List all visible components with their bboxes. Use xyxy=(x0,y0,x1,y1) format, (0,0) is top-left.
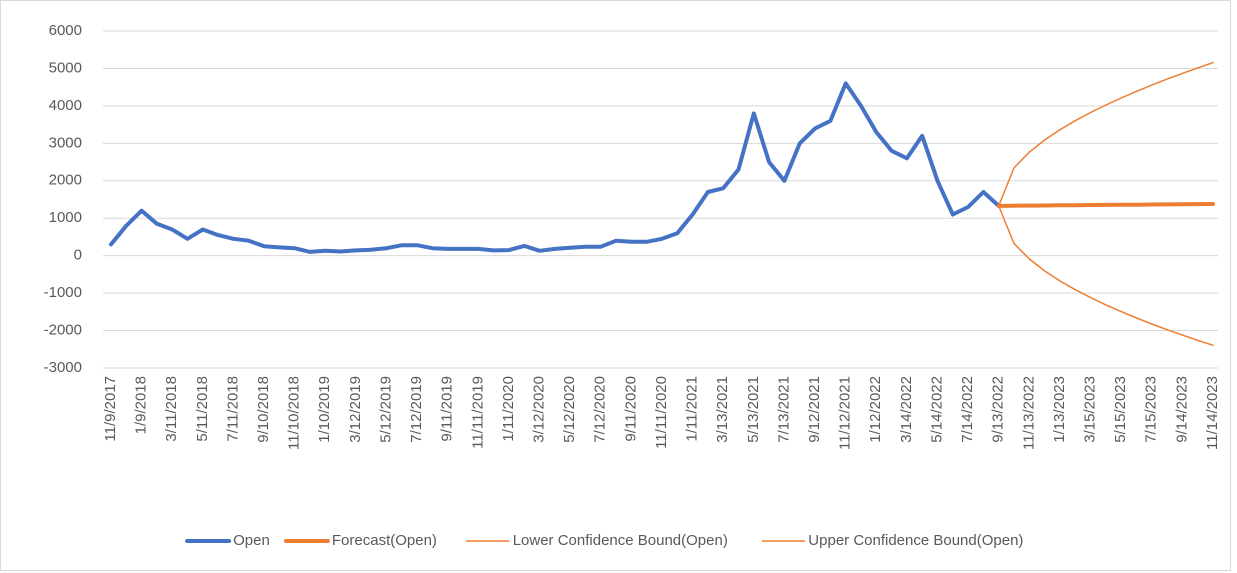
series-line xyxy=(996,202,1215,208)
x-tick-label: 1/11/2021 xyxy=(684,376,701,442)
x-tick-label: 7/11/2018 xyxy=(224,376,241,442)
x-tick-label: 7/12/2020 xyxy=(592,376,609,443)
x-tick-label: 3/12/2020 xyxy=(531,376,548,443)
legend-label: Open xyxy=(233,532,270,549)
x-tick-label: 11/12/2021 xyxy=(837,376,854,450)
x-tick-label: 5/12/2020 xyxy=(561,376,578,443)
y-tick-label: 3000 xyxy=(49,134,82,151)
x-tick-label: 9/11/2020 xyxy=(622,376,639,442)
x-tick-label: 11/11/2019 xyxy=(469,376,486,449)
x-tick-label: 11/10/2018 xyxy=(286,376,303,450)
x-tick-label: 5/13/2021 xyxy=(745,376,762,443)
x-tick-label: 11/13/2022 xyxy=(1020,376,1037,450)
y-tick-label: -1000 xyxy=(44,284,82,301)
y-tick-label: 1000 xyxy=(49,209,82,226)
x-tick-label: 7/14/2022 xyxy=(959,376,976,443)
x-tick-label: 3/15/2023 xyxy=(1082,376,1099,443)
x-tick-label: 9/14/2023 xyxy=(1173,376,1190,443)
y-tick-label: 4000 xyxy=(49,97,82,114)
y-tick-label: 6000 xyxy=(49,22,82,39)
y-tick-label: -3000 xyxy=(44,359,82,376)
x-tick-label: 1/10/2019 xyxy=(316,376,333,443)
x-tick-label: 3/14/2022 xyxy=(898,376,915,443)
series-line xyxy=(109,81,1001,254)
legend-label: Lower Confidence Bound(Open) xyxy=(513,532,728,549)
legend-label: Forecast(Open) xyxy=(332,532,437,549)
x-tick-label: 9/11/2019 xyxy=(439,376,456,442)
x-tick-label: 11/9/2017 xyxy=(102,376,119,442)
x-tick-label: 3/11/2018 xyxy=(163,376,180,442)
x-tick-label: 7/12/2019 xyxy=(408,376,425,443)
x-tick-label: 11/11/2020 xyxy=(653,376,670,449)
x-tick-label: 3/13/2021 xyxy=(714,376,731,443)
x-tick-label: 9/10/2018 xyxy=(255,376,272,443)
x-tick-label: 1/13/2023 xyxy=(1051,376,1068,443)
y-tick-label: 2000 xyxy=(49,172,82,189)
y-tick-label: -2000 xyxy=(44,322,82,339)
x-tick-label: 1/9/2018 xyxy=(133,376,150,434)
x-tick-label: 3/12/2019 xyxy=(347,376,364,443)
x-tick-label: 11/14/2023 xyxy=(1204,376,1221,450)
x-tick-label: 1/11/2020 xyxy=(500,376,517,442)
x-tick-label: 9/12/2021 xyxy=(806,376,823,443)
series-line xyxy=(997,61,1214,207)
x-tick-label: 9/13/2022 xyxy=(990,376,1007,443)
x-tick-label: 1/12/2022 xyxy=(867,376,884,443)
series-line xyxy=(997,205,1214,347)
legend-label: Upper Confidence Bound(Open) xyxy=(808,532,1023,549)
x-tick-label: 5/15/2023 xyxy=(1112,376,1129,443)
y-tick-label: 0 xyxy=(74,247,82,264)
x-tick-label: 5/14/2022 xyxy=(928,376,945,443)
x-tick-label: 5/12/2019 xyxy=(377,376,394,443)
x-tick-label: 7/15/2023 xyxy=(1143,376,1160,443)
y-tick-label: 5000 xyxy=(49,59,82,76)
x-tick-label: 7/13/2021 xyxy=(775,376,792,443)
x-tick-label: 5/11/2018 xyxy=(194,376,211,442)
